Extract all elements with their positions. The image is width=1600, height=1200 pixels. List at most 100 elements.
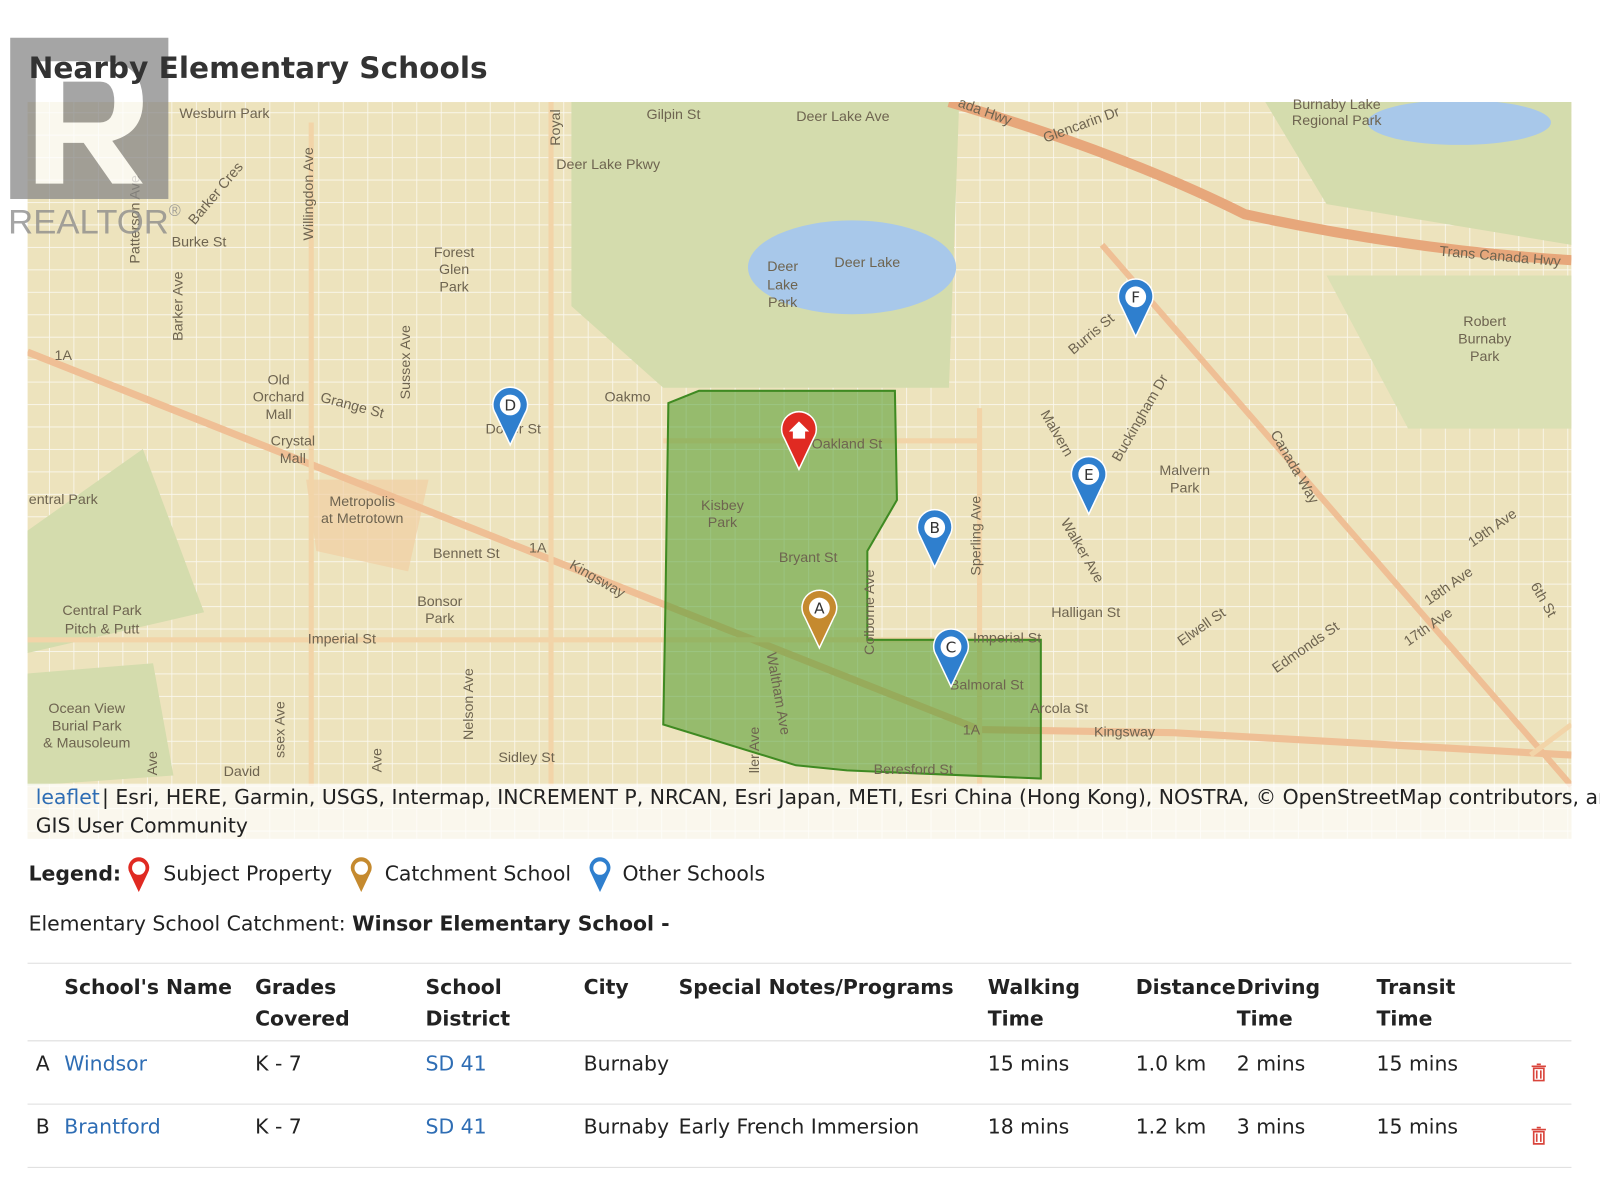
map-label: Robert	[1463, 314, 1506, 330]
map-label: Halligan St	[1051, 605, 1120, 621]
map-label: Central Park	[62, 603, 142, 619]
leaflet-link[interactable]: leaflet	[36, 785, 100, 809]
pin-letter: D	[504, 397, 516, 415]
cell-walking: 15 mins	[988, 1051, 1070, 1075]
map-label: Deer Lake Ave	[796, 109, 889, 125]
map[interactable]	[27, 100, 1572, 839]
delete-icon[interactable]	[1531, 1126, 1546, 1145]
map-label: Park	[439, 280, 469, 296]
map-label: Royal	[548, 109, 564, 145]
legend-title: Legend:	[29, 861, 122, 885]
column-header: Covered	[255, 1006, 350, 1030]
map-label: Forest	[434, 245, 474, 261]
pin-center	[499, 394, 521, 416]
map-label: Sidley St	[498, 750, 554, 766]
map-label: entral Park	[29, 492, 99, 508]
map-label: Bennett St	[433, 546, 500, 562]
cell-district[interactable]: SD 41	[426, 1115, 487, 1139]
map-label: Mall	[265, 407, 291, 423]
map-label: Ave	[369, 748, 385, 772]
column-header: Driving	[1237, 975, 1320, 999]
map-label: Kingsway	[1094, 724, 1156, 740]
map-label: Oakland St	[812, 437, 883, 453]
map-label: & Mausoleum	[43, 736, 130, 752]
pin-center	[593, 861, 607, 875]
map-label: Imperial St	[973, 631, 1041, 647]
map-label: David	[224, 764, 261, 780]
pin-center	[1125, 286, 1147, 308]
map-label: Park	[708, 515, 738, 531]
cell-transit: 15 mins	[1377, 1115, 1459, 1139]
pin-letter: B	[929, 519, 940, 537]
map-label: Barker Ave	[170, 271, 186, 341]
logo-text: REALTOR	[8, 204, 169, 242]
column-header: District	[426, 1006, 511, 1030]
map-label: Sussex Ave	[398, 325, 414, 399]
map-label: Oakmo	[605, 390, 651, 406]
map-label: Old	[267, 372, 289, 388]
map-label: Park	[768, 295, 798, 311]
cell-transit: 15 mins	[1377, 1051, 1459, 1075]
map-label: Bonsor	[417, 594, 462, 610]
cell-district[interactable]: SD 41	[426, 1051, 487, 1075]
cell-name[interactable]: Windsor	[64, 1051, 147, 1075]
map-label: Deer Lake Pkwy	[556, 157, 661, 173]
map-label: Ave	[145, 751, 161, 775]
map-label: Willingdon Ave	[301, 147, 317, 240]
map-label: Metropolis	[329, 494, 395, 510]
svg-text:Elementary School Catchment: W: Elementary School Catchment: Winsor Elem…	[29, 911, 670, 935]
cell-name[interactable]: Brantford	[64, 1115, 160, 1139]
map-label: 1A	[963, 722, 981, 738]
pin-center	[1078, 463, 1100, 485]
map-label: Regional Park	[1292, 113, 1382, 129]
catchment-school: Winsor Elementary School -	[352, 911, 669, 935]
map-label: Ocean View	[48, 701, 125, 717]
map-label: Pitch & Putt	[65, 621, 140, 637]
map-label: Balmoral St	[950, 677, 1024, 693]
attribution: GIS User Community	[36, 814, 248, 838]
school-table: School's Name Grades Covered School District…	[27, 962, 1572, 1168]
cell-driving: 2 mins	[1237, 1051, 1306, 1075]
pin-center	[808, 597, 830, 619]
cell-letter: B	[36, 1115, 50, 1139]
column-header: Walking	[988, 975, 1080, 999]
cell-walking: 18 mins	[988, 1115, 1070, 1139]
map-label: Park	[425, 611, 455, 627]
cell-distance: 1.2 km	[1136, 1115, 1207, 1139]
map-label: Arcola St	[1030, 701, 1088, 717]
house-icon	[788, 421, 810, 439]
map-label: Beresford St	[874, 762, 953, 778]
cell-city: Burnaby	[584, 1051, 669, 1075]
map-label: Lake	[767, 277, 798, 293]
map-label: Gilpin St	[647, 107, 701, 123]
map-label: ssex Ave	[272, 701, 288, 758]
map-label: Park	[1170, 481, 1200, 497]
realtor-logo: REALTOR®	[8, 37, 181, 242]
map-label: Deer Lake	[834, 255, 900, 271]
map-label: Deer	[767, 259, 798, 275]
cell-city: Burnaby	[584, 1115, 669, 1139]
pin-letter: E	[1084, 466, 1094, 484]
map-label: Nelson Ave	[461, 668, 477, 740]
map-label: Glen	[439, 262, 469, 278]
map-label: Bryant St	[779, 550, 838, 566]
cell-grades: K - 7	[255, 1115, 302, 1139]
subject-marker[interactable]	[780, 410, 818, 472]
map-label: Kisbey	[701, 498, 745, 514]
pin-center	[940, 636, 962, 658]
delete-icon[interactable]	[1531, 1063, 1546, 1082]
map-label: Sperling Ave	[968, 496, 984, 576]
pin-center	[354, 861, 368, 875]
map-label: at Metrotown	[321, 511, 403, 527]
logo-mark: ®	[169, 203, 181, 221]
map-label: Imperial St	[308, 632, 376, 648]
cell-letter: A	[36, 1051, 50, 1075]
pin-center	[924, 517, 946, 538]
catchment-label: Elementary School Catchment:	[29, 911, 346, 935]
map-label: Burke St	[172, 235, 227, 251]
map-label: Burnaby Lake	[1293, 97, 1381, 113]
map-label: Park	[1470, 349, 1500, 365]
column-header: Special Notes/Programs	[679, 975, 954, 999]
cell-grades: K - 7	[255, 1051, 302, 1075]
